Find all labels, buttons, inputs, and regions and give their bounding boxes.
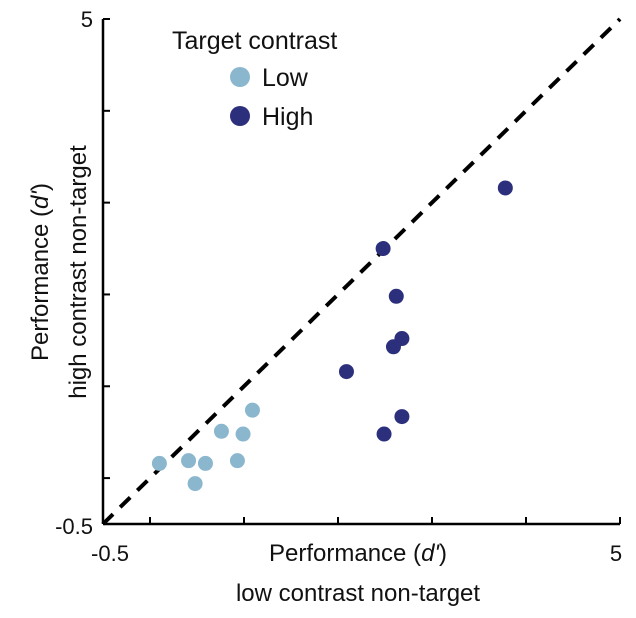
- x-axis-title-italic: d': [421, 540, 440, 567]
- data-point-high-1: [388, 288, 404, 304]
- legend: Target contrast Low High: [172, 27, 337, 131]
- y-axis-title-prefix: Performance (: [27, 209, 54, 361]
- x-tick-label-max: 5: [610, 541, 622, 566]
- data-point-low-3: [151, 455, 167, 471]
- x-axis-title-line1: Performance (d'): [269, 540, 447, 567]
- data-point-high-5: [394, 409, 410, 425]
- x-ticks: [149, 517, 621, 524]
- y-axis-title-line1: Performance (d'): [27, 183, 54, 361]
- points-layer: [151, 180, 513, 492]
- data-point-low-7: [187, 476, 203, 492]
- y-tick-label-max: 5: [81, 7, 93, 32]
- data-point-high-4: [338, 364, 354, 380]
- x-axis-title-prefix: Performance (: [269, 540, 421, 567]
- data-point-low-1: [213, 423, 229, 439]
- y-axis-title-line2: high contrast non-target: [65, 145, 92, 399]
- y-axis-title-close: ): [27, 183, 54, 191]
- legend-title: Target contrast: [172, 27, 337, 55]
- legend-marker-high: [230, 106, 250, 126]
- data-point-high-6: [376, 426, 392, 442]
- data-point-low-5: [197, 455, 213, 471]
- data-point-low-0: [244, 402, 260, 418]
- legend-label-high: High: [262, 103, 313, 131]
- y-axis-title-italic: d': [27, 190, 54, 209]
- x-axis-title-close: ): [439, 540, 447, 567]
- data-point-high-7: [497, 180, 513, 196]
- legend-marker-low: [230, 67, 250, 87]
- y-axis-title: Performance (d') high contrast non-targe…: [27, 145, 92, 399]
- y-tick-label-min: -0.5: [55, 514, 93, 539]
- legend-label-low: Low: [262, 64, 309, 92]
- data-point-low-2: [235, 426, 251, 442]
- plot-area: [101, 17, 622, 526]
- data-point-low-6: [229, 453, 245, 469]
- data-point-high-3: [385, 339, 401, 355]
- x-axis-title-line2: low contrast non-target: [236, 580, 480, 607]
- data-point-high-0: [375, 241, 391, 257]
- x-tick-label-min: -0.5: [91, 541, 129, 566]
- identity-reference-line: [101, 17, 622, 526]
- data-point-low-4: [181, 453, 197, 469]
- y-ticks: [103, 18, 110, 480]
